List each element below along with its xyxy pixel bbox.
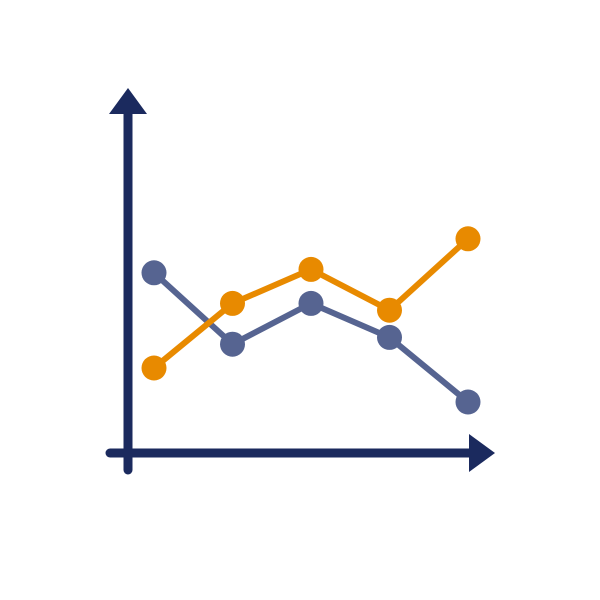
data-point [455, 226, 481, 252]
series-1 [141, 226, 481, 381]
y-axis-arrow [109, 88, 147, 114]
data-point [141, 355, 167, 381]
data-point [377, 324, 402, 350]
data-point [220, 290, 245, 316]
data-point [298, 256, 324, 282]
axes [105, 88, 495, 475]
series-group [141, 226, 481, 415]
data-point [455, 389, 481, 415]
data-point [220, 331, 245, 357]
data-point [298, 290, 324, 316]
x-axis-arrow [469, 434, 495, 472]
data-point [141, 260, 167, 286]
series-2 [141, 260, 481, 415]
data-point [377, 297, 402, 323]
